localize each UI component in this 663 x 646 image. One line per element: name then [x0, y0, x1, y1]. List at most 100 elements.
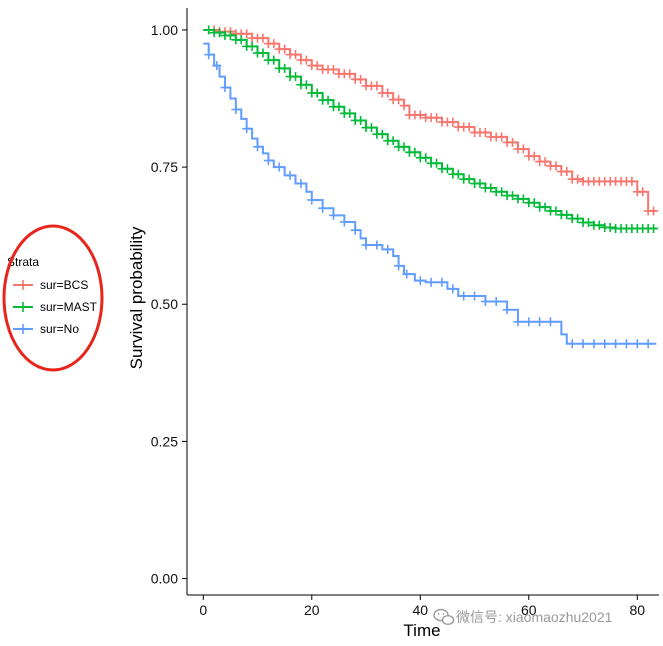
censor-mark [291, 50, 301, 60]
censor-mark [399, 142, 409, 152]
censor-mark [285, 170, 295, 180]
watermark-text: 微信号: xiaomaozhu2021 [456, 609, 613, 625]
censor-mark [263, 156, 273, 166]
censor-mark [242, 124, 252, 134]
censor-mark [470, 291, 480, 301]
censor-mark [361, 240, 371, 250]
censor-mark [312, 88, 322, 98]
censor-mark [518, 144, 528, 154]
censor-mark [307, 195, 317, 205]
censor-mark [524, 317, 534, 327]
censor-mark [453, 169, 463, 179]
censor-mark [540, 157, 550, 167]
censor-mark [437, 277, 447, 287]
survival-curve [203, 42, 657, 345]
censor-mark [518, 194, 528, 204]
censor-mark [366, 123, 376, 133]
censor-mark [643, 339, 653, 349]
censor-mark [627, 176, 637, 186]
censor-mark [432, 113, 442, 123]
censor-mark [269, 39, 279, 49]
x-tick-label: 40 [412, 602, 428, 618]
censor-mark [578, 339, 588, 349]
censor-mark [399, 101, 409, 111]
censor-mark [334, 102, 344, 112]
censor-mark [540, 202, 550, 212]
censor-mark [383, 88, 393, 98]
censor-mark [345, 69, 355, 79]
censor-mark [328, 210, 338, 220]
legend-key [13, 302, 33, 312]
censor-mark [442, 164, 452, 174]
censor-mark [475, 179, 485, 189]
censor-mark [280, 44, 290, 54]
censor-mark [583, 218, 593, 228]
x-tick-label: 20 [304, 602, 320, 618]
x-ticks: 0 20 40 60 80 [199, 595, 645, 618]
y-tick-label: 1.00 [151, 22, 178, 38]
censor-mark [388, 136, 398, 146]
censor-mark [529, 198, 539, 208]
censor-mark [535, 317, 545, 327]
censor-mark [225, 30, 235, 40]
censor-mark [212, 61, 222, 71]
censor-mark [605, 222, 615, 232]
censor-mark [600, 339, 610, 349]
censor-mark [383, 244, 393, 254]
censor-mark [508, 191, 518, 201]
censor-mark [345, 108, 355, 118]
censor-mark [204, 25, 214, 35]
censor-mark [573, 214, 583, 224]
legend-key [13, 280, 33, 290]
legend-title: Strata [7, 255, 39, 269]
censor-mark [410, 147, 420, 157]
censor-mark [301, 80, 311, 90]
x-tick-label: 0 [199, 602, 207, 618]
censor-mark [638, 187, 648, 197]
censor-mark [632, 339, 642, 349]
censor-mark [426, 277, 436, 287]
censor-mark [356, 74, 366, 84]
censor-mark [567, 339, 577, 349]
censor-mark [480, 128, 490, 138]
censor-mark [258, 33, 268, 43]
censor-mark [231, 104, 241, 114]
censor-mark [551, 161, 561, 171]
censor-mark [508, 137, 518, 147]
censor-mark [296, 179, 306, 189]
censor-mark [291, 72, 301, 82]
legend-label: sur=MAST [40, 300, 98, 314]
series-sur-bcs [203, 25, 659, 216]
censor-mark [247, 41, 257, 51]
censor-mark [339, 217, 349, 227]
censor-mark [464, 174, 474, 184]
legend-label: sur=BCS [40, 278, 88, 292]
censor-mark [448, 117, 458, 127]
censor-mark [551, 206, 561, 216]
censor-mark [649, 224, 659, 234]
censor-mark [480, 297, 490, 306]
censor-mark [372, 240, 382, 250]
censor-mark [464, 122, 474, 132]
censor-mark [323, 95, 333, 105]
x-tick-label: 60 [521, 602, 537, 618]
y-tick-label: 0.25 [151, 433, 178, 449]
wechat-icon [433, 608, 455, 626]
censor-mark [448, 284, 458, 294]
legend-label: sur=No [40, 322, 79, 336]
censor-mark [377, 129, 387, 139]
censor-mark [649, 206, 659, 216]
legend-highlight-ellipse [2, 224, 104, 372]
censor-mark [573, 174, 583, 184]
censor-mark [486, 183, 496, 193]
censor-mark [204, 50, 214, 60]
censor-mark [562, 166, 572, 176]
censor-mark [236, 35, 246, 45]
censor-mark [529, 151, 539, 161]
x-tick-label: 80 [630, 602, 646, 618]
censor-mark [621, 339, 631, 349]
censor-mark [611, 339, 621, 349]
censor-mark [312, 61, 322, 71]
censor-mark [318, 203, 328, 213]
censor-mark [328, 64, 338, 74]
